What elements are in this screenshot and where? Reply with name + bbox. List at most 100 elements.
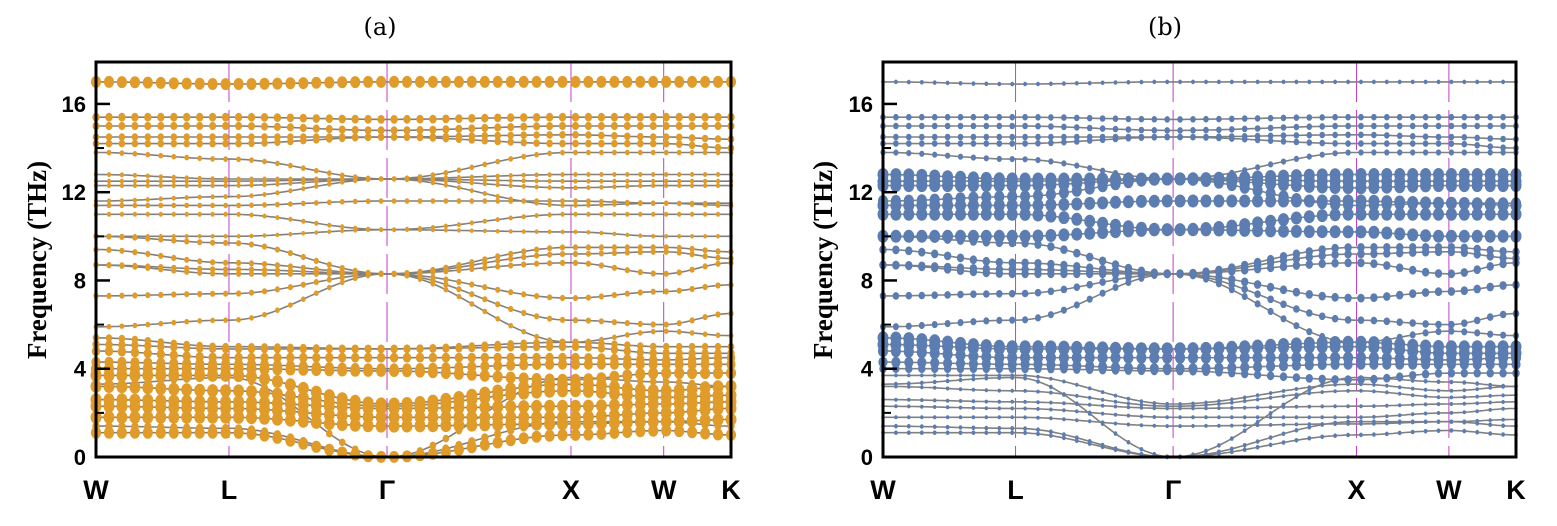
band-weight-marker bbox=[1384, 419, 1389, 425]
band-weight-marker bbox=[1319, 131, 1325, 139]
band-weight-marker bbox=[1099, 136, 1106, 144]
band-weight-marker bbox=[1139, 414, 1144, 419]
band-weight-marker bbox=[715, 282, 721, 289]
band-weight-marker bbox=[1009, 113, 1015, 121]
band-weight-marker bbox=[635, 358, 645, 370]
band-weight-marker bbox=[145, 292, 151, 299]
band-weight-marker bbox=[131, 133, 139, 141]
band-weight-marker bbox=[1058, 211, 1070, 225]
band-weight-marker bbox=[920, 398, 924, 403]
band-weight-marker bbox=[892, 323, 899, 331]
band-weight-marker bbox=[1110, 195, 1121, 209]
band-weight-marker bbox=[157, 139, 165, 148]
band-weight-marker bbox=[1150, 366, 1159, 376]
band-weight-marker bbox=[171, 178, 176, 184]
band-weight-marker bbox=[1497, 229, 1509, 243]
band-weight-marker bbox=[663, 328, 669, 335]
band-weight-marker bbox=[534, 178, 539, 184]
band-weight-marker bbox=[1458, 207, 1470, 221]
band-weight-marker bbox=[401, 365, 413, 378]
band-weight-marker bbox=[118, 139, 126, 148]
band-weight-marker bbox=[690, 178, 695, 184]
band-weight-marker bbox=[170, 342, 178, 352]
band-weight-marker bbox=[1036, 374, 1040, 379]
band-weight-marker bbox=[495, 173, 500, 179]
band-weight-marker bbox=[430, 180, 435, 186]
band-weight-marker bbox=[1126, 440, 1131, 445]
band-weight-marker bbox=[156, 349, 165, 360]
band-weight-marker bbox=[106, 262, 112, 269]
band-weight-marker bbox=[1381, 180, 1393, 194]
band-weight-marker bbox=[674, 358, 684, 370]
band-weight-marker bbox=[1485, 358, 1495, 370]
band-weight-marker bbox=[1410, 149, 1416, 156]
band-weight-marker bbox=[945, 405, 950, 410]
band-weight-marker bbox=[106, 183, 112, 189]
band-weight-marker bbox=[637, 269, 643, 276]
band-weight-marker bbox=[105, 334, 113, 342]
band-weight-marker bbox=[1058, 198, 1070, 211]
band-weight-marker bbox=[982, 364, 990, 374]
band-weight-marker bbox=[495, 316, 501, 322]
band-weight-marker bbox=[557, 429, 568, 441]
band-weight-marker bbox=[622, 358, 632, 370]
band-weight-marker bbox=[262, 213, 267, 219]
band-line bbox=[95, 337, 731, 350]
band-weight-marker bbox=[207, 410, 219, 424]
band-weight-marker bbox=[210, 202, 216, 209]
band-weight-marker bbox=[598, 139, 605, 148]
band-weight-marker bbox=[326, 270, 332, 277]
band-weight-marker bbox=[1487, 122, 1493, 130]
band-weight-marker bbox=[194, 383, 206, 397]
band-weight-marker bbox=[196, 374, 203, 383]
band-weight-marker bbox=[1048, 114, 1054, 121]
band-weight-marker bbox=[647, 397, 659, 411]
band-weight-marker bbox=[533, 122, 541, 131]
band-weight-marker bbox=[1049, 81, 1053, 87]
band-weight-marker bbox=[1368, 225, 1380, 239]
band-weight-marker bbox=[1293, 322, 1300, 330]
band-weight-marker bbox=[194, 410, 206, 424]
band-weight-marker bbox=[984, 376, 989, 381]
band-weight-marker bbox=[520, 131, 527, 139]
band-weight-marker bbox=[533, 131, 540, 139]
band-weight-marker bbox=[1268, 415, 1273, 420]
band-weight-marker bbox=[210, 211, 215, 217]
band-weight-marker bbox=[455, 114, 463, 123]
band-weight-marker bbox=[1239, 181, 1250, 194]
band-weight-marker bbox=[119, 183, 124, 189]
y-axis-label: Frequency (THz) bbox=[808, 161, 838, 359]
band-weight-marker bbox=[1074, 114, 1080, 122]
band-weight-marker bbox=[649, 133, 657, 141]
band-weight-marker bbox=[931, 140, 938, 147]
band-weight-marker bbox=[1032, 178, 1044, 192]
band-weight-marker bbox=[443, 170, 449, 176]
band-weight-marker bbox=[995, 269, 1003, 278]
band-weight-marker bbox=[469, 291, 475, 298]
band-weight-marker bbox=[943, 235, 952, 244]
band-weight-marker bbox=[456, 278, 462, 285]
band-weight-marker bbox=[1062, 392, 1066, 397]
band-weight-marker bbox=[892, 245, 900, 255]
band-weight-marker bbox=[1045, 342, 1057, 356]
band-weight-marker bbox=[1278, 340, 1289, 354]
band-weight-marker bbox=[249, 193, 254, 199]
band-weight-marker bbox=[1409, 319, 1416, 327]
band-weight-marker bbox=[1396, 113, 1403, 121]
band-weight-marker bbox=[143, 348, 152, 359]
band-weight-marker bbox=[1023, 426, 1027, 431]
band-weight-marker bbox=[142, 381, 154, 395]
band-weight-marker bbox=[1049, 416, 1053, 421]
band-weight-marker bbox=[469, 301, 475, 307]
band-weight-marker bbox=[1022, 122, 1028, 130]
band-weight-marker bbox=[1058, 342, 1070, 356]
band-weight-marker bbox=[157, 133, 165, 141]
band-weight-marker bbox=[170, 139, 178, 148]
band-weight-marker bbox=[197, 155, 203, 162]
band-line bbox=[883, 116, 1516, 121]
band-weight-marker bbox=[1398, 413, 1402, 418]
band-weight-marker bbox=[314, 183, 319, 189]
band-weight-marker bbox=[1488, 422, 1493, 428]
band-weight-marker bbox=[171, 267, 177, 274]
band-weight-marker bbox=[544, 75, 555, 88]
